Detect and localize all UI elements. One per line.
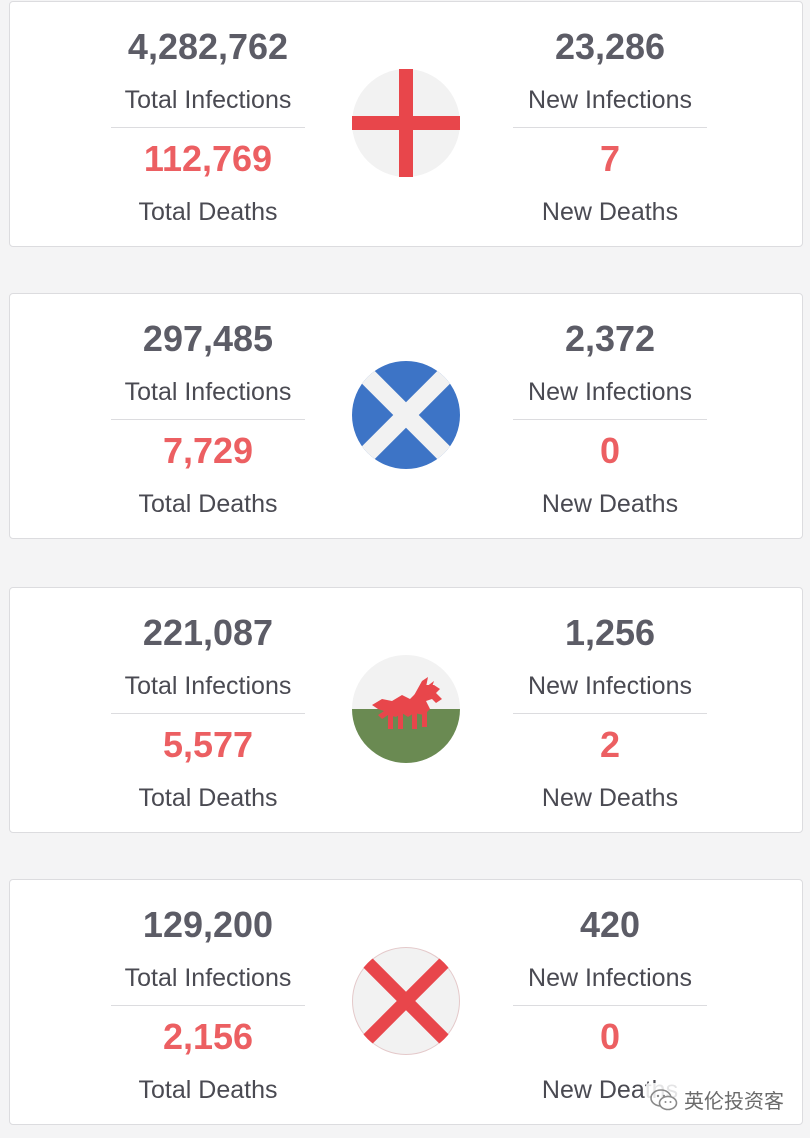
new-deaths-value: 0 bbox=[599, 1016, 621, 1057]
england-flag-icon bbox=[352, 69, 460, 177]
region-card-scotland: 297,485 Total Infections 7,729 Total Dea… bbox=[9, 293, 803, 539]
new-infections-label: New Infections bbox=[528, 672, 692, 700]
total-infections-label: Total Infections bbox=[124, 964, 292, 992]
divider bbox=[111, 127, 305, 128]
totals-column: 297,485 Total Infections 7,729 Total Dea… bbox=[111, 294, 305, 538]
divider bbox=[513, 419, 707, 420]
new-infections-label: New Infections bbox=[528, 964, 692, 992]
watermark: 英伦投资客 bbox=[646, 1083, 788, 1116]
new-deaths-label: New Deaths bbox=[541, 784, 679, 812]
divider bbox=[513, 713, 707, 714]
total-infections-value: 297,485 bbox=[142, 318, 274, 359]
totals-column: 4,282,762 Total Infections 112,769 Total… bbox=[111, 2, 305, 246]
total-infections-value: 4,282,762 bbox=[127, 26, 289, 67]
new-infections-label: New Infections bbox=[528, 86, 692, 114]
new-column: 1,256 New Infections 2 New Deaths bbox=[513, 588, 707, 832]
totals-column: 221,087 Total Infections 5,577 Total Dea… bbox=[111, 588, 305, 832]
divider bbox=[111, 713, 305, 714]
total-infections-label: Total Infections bbox=[124, 86, 292, 114]
new-deaths-value: 0 bbox=[599, 430, 621, 471]
new-infections-value: 420 bbox=[579, 904, 641, 945]
new-deaths-value: 2 bbox=[599, 724, 621, 765]
total-infections-label: Total Infections bbox=[124, 378, 292, 406]
total-deaths-label: Total Deaths bbox=[138, 1076, 278, 1104]
region-card-northern-ireland: 129,200 Total Infections 2,156 Total Dea… bbox=[9, 879, 803, 1125]
total-infections-value: 221,087 bbox=[142, 612, 274, 653]
new-deaths-label: New Deaths bbox=[541, 490, 679, 518]
divider bbox=[111, 419, 305, 420]
new-infections-value: 2,372 bbox=[564, 318, 656, 359]
new-column: 23,286 New Infections 7 New Deaths bbox=[513, 2, 707, 246]
total-deaths-value: 5,577 bbox=[162, 724, 254, 765]
new-infections-value: 23,286 bbox=[554, 26, 666, 67]
new-column: 420 New Infections 0 New Deaths bbox=[513, 880, 707, 1124]
total-deaths-value: 2,156 bbox=[162, 1016, 254, 1057]
divider bbox=[111, 1005, 305, 1006]
scotland-flag-icon bbox=[352, 361, 460, 469]
wechat-icon bbox=[650, 1088, 678, 1110]
northern-ireland-saltire-icon bbox=[352, 947, 460, 1055]
watermark-text: 英伦投资客 bbox=[684, 1089, 784, 1113]
total-deaths-value: 112,769 bbox=[143, 138, 273, 179]
divider bbox=[513, 1005, 707, 1006]
region-card-wales: 221,087 Total Infections 5,577 Total Dea… bbox=[9, 587, 803, 833]
divider bbox=[513, 127, 707, 128]
total-infections-value: 129,200 bbox=[142, 904, 274, 945]
new-column: 2,372 New Infections 0 New Deaths bbox=[513, 294, 707, 538]
total-deaths-label: Total Deaths bbox=[138, 784, 278, 812]
total-deaths-value: 7,729 bbox=[162, 430, 254, 471]
total-deaths-label: Total Deaths bbox=[138, 198, 278, 226]
region-card-england: 4,282,762 Total Infections 112,769 Total… bbox=[9, 1, 803, 247]
new-infections-label: New Infections bbox=[528, 378, 692, 406]
totals-column: 129,200 Total Infections 2,156 Total Dea… bbox=[111, 880, 305, 1124]
total-infections-label: Total Infections bbox=[124, 672, 292, 700]
new-infections-value: 1,256 bbox=[564, 612, 656, 653]
wales-flag-icon bbox=[352, 655, 460, 763]
total-deaths-label: Total Deaths bbox=[138, 490, 278, 518]
new-deaths-value: 7 bbox=[599, 138, 621, 179]
new-deaths-label: New Deaths bbox=[541, 198, 679, 226]
